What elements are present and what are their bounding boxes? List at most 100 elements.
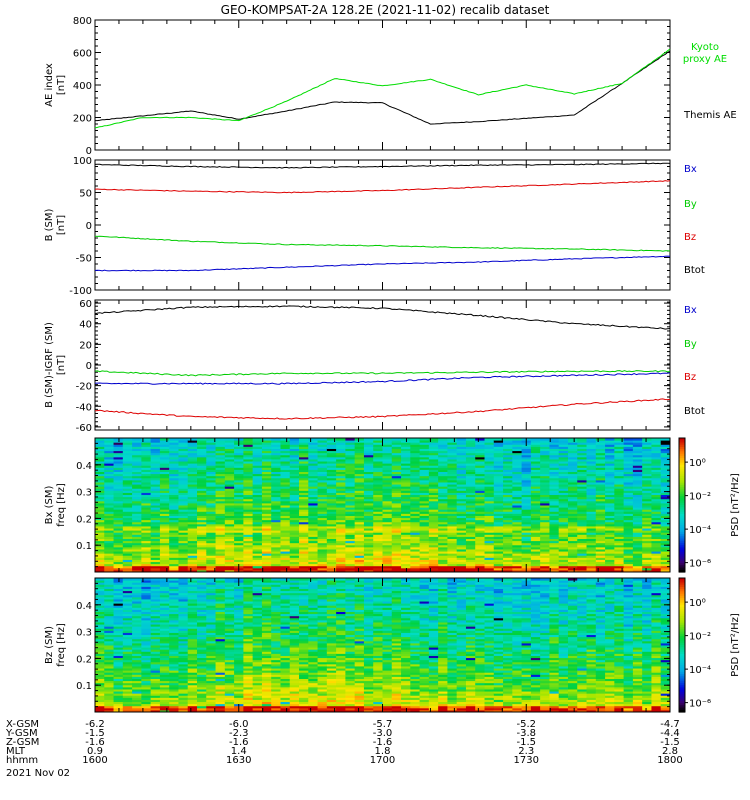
spectrogram-cell (234, 454, 244, 458)
spectrogram-cell (252, 519, 263, 523)
spectrogram-cell (642, 469, 652, 472)
spectrogram-cell (614, 555, 625, 558)
spectrogram-cell (558, 523, 569, 527)
spectrogram-cell (558, 519, 569, 523)
spectrogram-cell (354, 471, 365, 475)
spectrogram-cell (104, 691, 115, 694)
spectrogram-cell (206, 567, 217, 571)
spectrogram-cell (493, 467, 504, 470)
legend-item: Bz (684, 372, 696, 383)
spectrogram-cell (104, 548, 115, 552)
spectrogram-cell (660, 555, 671, 558)
spectrogram-cell (159, 509, 170, 512)
spectrogram-cell (150, 621, 161, 625)
spectrogram-cell (660, 509, 671, 512)
spectrogram-cell (132, 630, 142, 633)
spectrogram-cell (289, 519, 300, 523)
spectrogram-cell (150, 481, 161, 485)
colorbar-step (679, 489, 685, 493)
spectrogram-cell (299, 546, 309, 550)
spectrogram-cell (456, 488, 467, 491)
spectrogram-cell (382, 540, 393, 544)
spectrogram-cell (373, 492, 383, 496)
spectrogram-cell (178, 450, 189, 454)
spectrogram-cell (280, 471, 291, 475)
spectrogram-cell (540, 477, 550, 481)
spectrogram-cell (354, 511, 365, 514)
spectrogram-cell (595, 546, 606, 550)
spectrogram-cell (122, 465, 133, 468)
spectrogram-cell (141, 626, 152, 629)
spectrogram-cell (586, 496, 597, 500)
spectrogram-cell (150, 536, 161, 539)
spectrogram-cell (178, 456, 189, 460)
spectrogram-cell (521, 544, 532, 548)
spectrogram-cell (234, 519, 244, 523)
spectrogram-cell (660, 502, 671, 506)
spectrogram-cell (336, 440, 346, 443)
spectrogram-cell (271, 444, 281, 447)
spectrogram-cell (642, 486, 652, 489)
spectrogram-cell (141, 645, 152, 648)
spectrogram-cell (215, 530, 226, 533)
spectrogram-cell (530, 528, 541, 531)
spectrogram-cell (382, 496, 393, 500)
spectrogram-cell (642, 477, 652, 481)
spectrogram-cell (456, 519, 467, 523)
spectrogram-cell (197, 481, 207, 485)
spectrogram-cell (428, 444, 439, 447)
spectrogram-cell (187, 471, 198, 475)
spectrogram-cell (595, 475, 606, 479)
spectrogram-cell (642, 507, 652, 510)
spectrogram-cell (642, 492, 652, 496)
spectrogram-cell (419, 486, 430, 489)
spectrogram-cell (132, 517, 142, 521)
spectrogram-cell (651, 490, 662, 493)
spectrogram-cell (113, 498, 124, 502)
spectrogram-cell (141, 592, 152, 596)
spectrogram-cell (447, 492, 458, 496)
spectrogram-cell (401, 561, 411, 565)
spectrogram-cell (419, 452, 430, 456)
spectrogram-cell (178, 496, 189, 500)
spectrogram-cell (632, 536, 643, 539)
spectrogram-cell (308, 551, 319, 554)
spectrogram-cell (354, 467, 365, 470)
spectrogram-cell (586, 525, 597, 529)
spectrogram-cell (401, 559, 411, 563)
spectrogram-cell (512, 456, 523, 460)
spectrogram-cell (159, 553, 170, 556)
spectrogram-cell (122, 446, 133, 449)
spectrogram-cell (475, 553, 486, 556)
spectrogram-cell (169, 536, 179, 539)
spectrogram-cell (540, 500, 550, 504)
spectrogram-cell (104, 634, 115, 638)
spectrogram-cell (660, 551, 671, 554)
spectrogram-cell (391, 448, 402, 452)
spectrogram-cell (577, 559, 588, 563)
spectrogram-cell (419, 442, 430, 445)
spectrogram-cell (317, 448, 328, 452)
spectrogram-cell (354, 492, 365, 496)
spectrogram-cell (345, 511, 356, 514)
spectrogram-cell (391, 559, 402, 563)
spectrogram-cell (224, 452, 235, 456)
legend-item: Themis AE (683, 110, 737, 121)
spectrogram-cell (558, 463, 569, 466)
spectrogram-cell (122, 695, 133, 698)
spectrogram-cell (447, 471, 458, 475)
spectrogram-cell (549, 569, 560, 573)
spectrogram-cell (642, 488, 652, 491)
spectrogram-cell (224, 548, 235, 552)
spectrogram-cell (586, 442, 597, 445)
spectrogram-cell (280, 484, 291, 487)
spectrogram-cell (104, 471, 115, 475)
spectrogram-cell (475, 536, 486, 539)
spectrogram-cell (484, 555, 495, 558)
spectrogram-cell (549, 553, 560, 556)
spectrogram-cell (540, 452, 550, 456)
spectrogram-cell (540, 438, 550, 441)
colorbar-step (679, 538, 685, 542)
spectrogram-cell (428, 563, 439, 567)
spectrogram-cell (614, 546, 625, 550)
